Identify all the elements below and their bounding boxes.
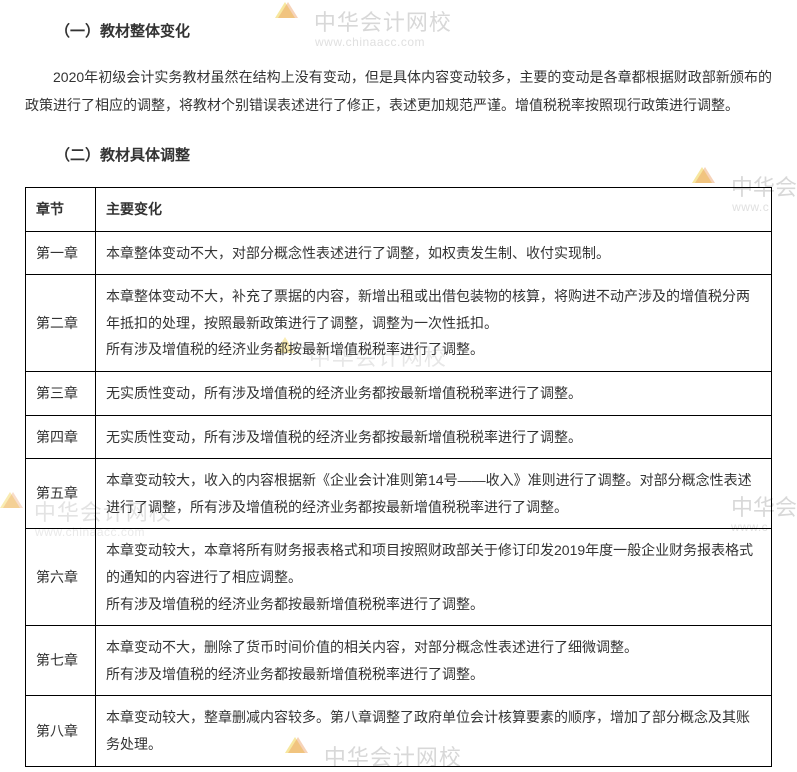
cell-chapter: 第二章 bbox=[26, 275, 96, 372]
section2-title: （二）教材具体调整 bbox=[25, 144, 772, 165]
cell-change: 本章整体变动不大，对部分概念性表述进行了调整，如权责发生制、收付实现制。 bbox=[96, 231, 772, 275]
table-row: 第四章无实质性变动，所有涉及增值税的经济业务都按最新增值税税率进行了调整。 bbox=[26, 415, 772, 459]
cell-change: 无实质性变动，所有涉及增值税的经济业务都按最新增值税税率进行了调整。 bbox=[96, 371, 772, 415]
document-content: （一）教材整体变化 2020年初级会计实务教材虽然在结构上没有变动，但是具体内容… bbox=[25, 20, 772, 767]
changes-table: 章节 主要变化 第一章本章整体变动不大，对部分概念性表述进行了调整，如权责发生制… bbox=[25, 187, 772, 767]
table-row: 第七章本章变动不大，删除了货币时间价值的相关内容，对部分概念性表述进行了细微调整… bbox=[26, 626, 772, 696]
cell-change: 本章变动不大，删除了货币时间价值的相关内容，对部分概念性表述进行了细微调整。所有… bbox=[96, 626, 772, 696]
table-row: 第一章本章整体变动不大，对部分概念性表述进行了调整，如权责发生制、收付实现制。 bbox=[26, 231, 772, 275]
table-header-row: 章节 主要变化 bbox=[26, 188, 772, 232]
section1-paragraph: 2020年初级会计实务教材虽然在结构上没有变动，但是具体内容变动较多，主要的变动… bbox=[25, 63, 772, 119]
section1-title: （一）教材整体变化 bbox=[25, 20, 772, 41]
header-change: 主要变化 bbox=[96, 188, 772, 232]
cell-chapter: 第一章 bbox=[26, 231, 96, 275]
cell-chapter: 第四章 bbox=[26, 415, 96, 459]
table-row: 第八章本章变动较大，整章删减内容较多。第八章调整了政府单位会计核算要素的顺序，增… bbox=[26, 696, 772, 766]
cell-change: 本章变动较大，整章删减内容较多。第八章调整了政府单位会计核算要素的顺序，增加了部… bbox=[96, 696, 772, 766]
cell-change: 本章变动较大，本章将所有财务报表格式和项目按照财政部关于修订印发2019年度一般… bbox=[96, 529, 772, 626]
cell-change: 无实质性变动，所有涉及增值税的经济业务都按最新增值税税率进行了调整。 bbox=[96, 415, 772, 459]
header-chapter: 章节 bbox=[26, 188, 96, 232]
cell-chapter: 第三章 bbox=[26, 371, 96, 415]
table-row: 第六章本章变动较大，本章将所有财务报表格式和项目按照财政部关于修订印发2019年… bbox=[26, 529, 772, 626]
table-row: 第三章无实质性变动，所有涉及增值税的经济业务都按最新增值税税率进行了调整。 bbox=[26, 371, 772, 415]
table-row: 第二章本章整体变动不大，补充了票据的内容，新增出租或出借包装物的核算，将购进不动… bbox=[26, 275, 772, 372]
cell-change: 本章变动较大，收入的内容根据新《企业会计准则第14号——收入》准则进行了调整。对… bbox=[96, 459, 772, 529]
cell-chapter: 第六章 bbox=[26, 529, 96, 626]
cell-chapter: 第八章 bbox=[26, 696, 96, 766]
cell-chapter: 第五章 bbox=[26, 459, 96, 529]
watermark-icon-left bbox=[0, 490, 25, 520]
table-row: 第五章本章变动较大，收入的内容根据新《企业会计准则第14号——收入》准则进行了调… bbox=[26, 459, 772, 529]
cell-change: 本章整体变动不大，补充了票据的内容，新增出租或出借包装物的核算，将购进不动产涉及… bbox=[96, 275, 772, 372]
cell-chapter: 第七章 bbox=[26, 626, 96, 696]
